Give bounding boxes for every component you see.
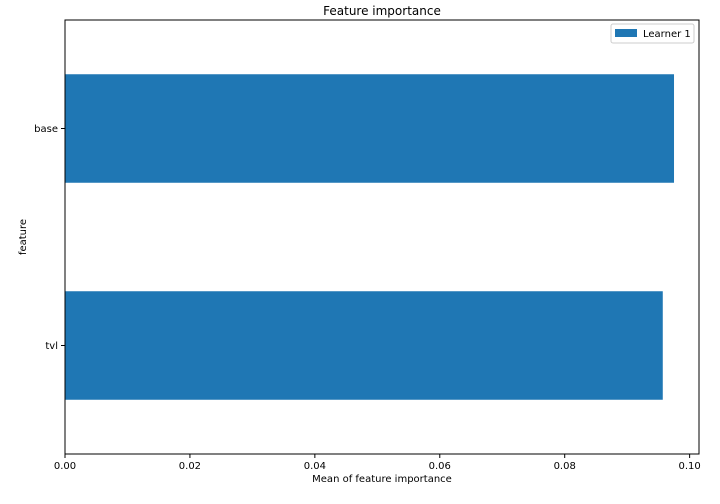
plot-area-frame xyxy=(64,19,700,455)
legend-label: Learner 1 xyxy=(643,29,691,40)
y-tick-label: tvl xyxy=(45,341,58,352)
legend-frame xyxy=(610,23,695,44)
x-axis-ticks: 0.00 0.02 0.04 0.06 0.08 0.10 xyxy=(54,454,701,472)
x-axis-label: Mean of feature importance xyxy=(312,474,452,485)
x-tick-label: 0.04 xyxy=(304,461,326,472)
legend-swatch xyxy=(615,29,637,37)
y-axis-label: feature xyxy=(18,219,29,255)
y-tick-label: base xyxy=(34,124,58,135)
x-tick-label: 0.06 xyxy=(429,461,451,472)
y-axis-ticks: base tvl xyxy=(34,124,65,352)
bar-tvl xyxy=(65,291,663,400)
x-tick-label: 0.00 xyxy=(54,461,76,472)
x-tick-label: 0.08 xyxy=(554,461,576,472)
x-tick-label: 0.10 xyxy=(678,461,700,472)
bar-base xyxy=(65,74,675,183)
legend: Learner 1 xyxy=(610,23,695,44)
bars-group xyxy=(65,74,675,400)
chart-title: Feature importance xyxy=(323,4,441,18)
x-tick-label: 0.02 xyxy=(179,461,201,472)
